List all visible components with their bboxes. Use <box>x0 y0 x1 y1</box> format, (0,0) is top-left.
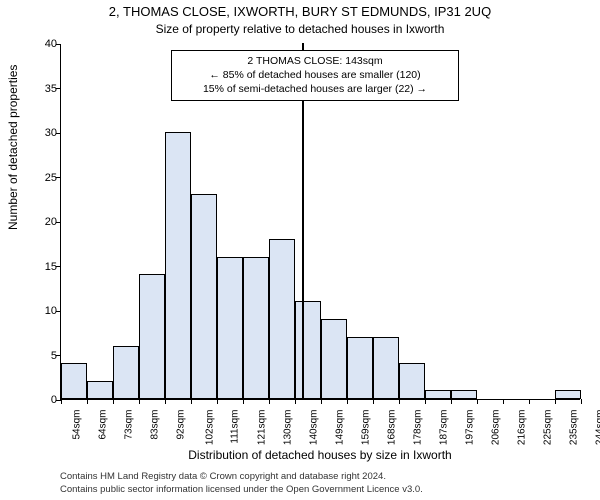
histogram-bar <box>243 257 269 399</box>
x-tick-label: 92sqm <box>174 410 187 440</box>
x-tick-mark <box>321 399 322 404</box>
x-tick-mark <box>165 399 166 404</box>
x-tick-mark <box>191 399 192 404</box>
histogram-bar <box>373 337 399 399</box>
y-tick-label: 10 <box>31 305 61 317</box>
x-tick-mark <box>555 399 556 404</box>
x-tick-mark <box>581 399 582 404</box>
y-tick-label: 20 <box>31 216 61 228</box>
x-tick-label: 140sqm <box>306 410 319 446</box>
annotation-line-3: 15% of semi-detached houses are larger (… <box>180 82 450 96</box>
x-tick-mark <box>113 399 114 404</box>
x-tick-mark <box>425 399 426 404</box>
x-tick-mark <box>373 399 374 404</box>
plot-area: 051015202530354054sqm64sqm73sqm83sqm92sq… <box>60 44 580 400</box>
y-tick-label: 25 <box>31 172 61 184</box>
x-tick-mark <box>347 399 348 404</box>
x-tick-label: 168sqm <box>384 410 397 446</box>
histogram-bar <box>269 239 295 399</box>
x-tick-mark <box>61 399 62 404</box>
histogram-bar <box>399 363 425 399</box>
x-tick-mark <box>529 399 530 404</box>
x-tick-label: 54sqm <box>70 410 83 440</box>
x-tick-mark <box>87 399 88 404</box>
x-tick-mark <box>477 399 478 404</box>
x-tick-label: 244sqm <box>592 410 600 446</box>
histogram-bar <box>217 257 243 399</box>
x-tick-mark <box>139 399 140 404</box>
x-tick-mark <box>217 399 218 404</box>
histogram-bar <box>87 381 113 399</box>
x-tick-label: 83sqm <box>148 410 161 440</box>
y-tick-label: 5 <box>31 350 61 362</box>
x-tick-label: 187sqm <box>436 410 449 446</box>
histogram-bar <box>165 132 191 399</box>
y-axis-label: Number of detached properties <box>6 65 20 230</box>
annotation-line-1: 2 THOMAS CLOSE: 143sqm <box>180 54 450 68</box>
footer-line-1: Contains HM Land Registry data © Crown c… <box>60 471 580 483</box>
histogram-bar <box>555 390 581 399</box>
x-tick-mark <box>451 399 452 404</box>
histogram-bar <box>321 319 347 399</box>
histogram-bar <box>451 390 477 399</box>
x-tick-label: 102sqm <box>202 410 215 446</box>
y-tick-label: 35 <box>31 83 61 95</box>
y-tick-label: 15 <box>31 261 61 273</box>
chart-title-sub: Size of property relative to detached ho… <box>0 22 600 36</box>
x-tick-mark <box>399 399 400 404</box>
x-tick-mark <box>295 399 296 404</box>
y-tick-label: 40 <box>31 38 61 50</box>
annotation-box: 2 THOMAS CLOSE: 143sqm← 85% of detached … <box>171 50 459 101</box>
histogram-bar <box>61 363 87 399</box>
annotation-line-2: ← 85% of detached houses are smaller (12… <box>180 68 450 82</box>
chart-title-main: 2, THOMAS CLOSE, IXWORTH, BURY ST EDMUND… <box>0 4 600 19</box>
y-tick-label: 0 <box>31 394 61 406</box>
histogram-bar <box>295 301 321 399</box>
x-axis-label: Distribution of detached houses by size … <box>60 448 580 462</box>
x-tick-label: 197sqm <box>462 410 475 446</box>
x-tick-label: 235sqm <box>566 410 579 446</box>
x-tick-label: 225sqm <box>540 410 553 446</box>
x-tick-label: 159sqm <box>358 410 371 446</box>
histogram-bar <box>347 337 373 399</box>
y-tick-label: 30 <box>31 127 61 139</box>
x-tick-label: 130sqm <box>280 410 293 446</box>
x-tick-label: 206sqm <box>488 410 501 446</box>
histogram-chart: 2, THOMAS CLOSE, IXWORTH, BURY ST EDMUND… <box>0 0 600 500</box>
x-tick-label: 64sqm <box>96 410 109 440</box>
x-tick-label: 121sqm <box>254 410 267 446</box>
x-tick-label: 216sqm <box>514 410 527 446</box>
chart-footer: Contains HM Land Registry data © Crown c… <box>60 471 580 496</box>
x-tick-label: 111sqm <box>228 410 241 444</box>
x-tick-mark <box>243 399 244 404</box>
x-tick-label: 178sqm <box>410 410 423 446</box>
footer-line-2: Contains public sector information licen… <box>60 484 580 496</box>
histogram-bar <box>425 390 451 399</box>
x-tick-mark <box>503 399 504 404</box>
histogram-bar <box>191 194 217 399</box>
x-tick-label: 73sqm <box>122 410 135 440</box>
histogram-bar <box>113 346 139 399</box>
histogram-bar <box>139 274 165 399</box>
x-tick-label: 149sqm <box>332 410 345 446</box>
x-tick-mark <box>269 399 270 404</box>
